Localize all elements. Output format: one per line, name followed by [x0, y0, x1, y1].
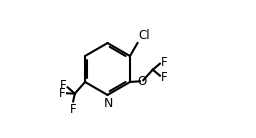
Text: Cl: Cl: [138, 29, 150, 42]
Text: O: O: [137, 75, 146, 88]
Text: F: F: [60, 79, 66, 92]
Text: N: N: [103, 97, 113, 110]
Text: F: F: [59, 87, 65, 100]
Text: F: F: [161, 56, 168, 69]
Text: F: F: [70, 103, 77, 116]
Text: F: F: [161, 71, 168, 84]
